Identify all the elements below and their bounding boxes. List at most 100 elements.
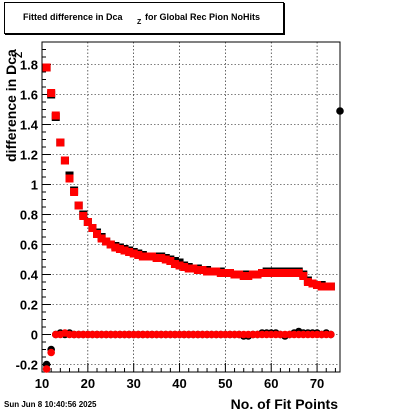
- square-marker: [143, 252, 152, 261]
- square-marker: [148, 252, 157, 261]
- square-marker: [216, 269, 225, 277]
- y-tick-label: 0.2: [20, 298, 38, 313]
- square-marker: [313, 281, 322, 289]
- square-marker: [326, 282, 335, 291]
- square-marker: [157, 254, 166, 262]
- y-tick-label: 1.2: [20, 148, 38, 163]
- square-marker: [230, 270, 239, 279]
- x-tick-label: 60: [264, 376, 278, 391]
- square-marker: [134, 251, 143, 259]
- square-marker: [203, 267, 212, 276]
- square-marker: [299, 272, 308, 280]
- square-marker: [93, 230, 102, 238]
- square-marker: [189, 264, 198, 273]
- square-marker: [184, 264, 193, 273]
- y-tick-label: 0.4: [20, 268, 39, 283]
- square-marker: [262, 269, 271, 277]
- square-marker: [280, 269, 289, 277]
- square-marker: [102, 237, 111, 246]
- x-axis-label: No. of Fit Points: [230, 396, 338, 412]
- square-marker: [161, 255, 170, 264]
- y-axis-title: difference in Dca Z: [3, 49, 25, 162]
- chart-title-box: Fitted difference in Dca Z for Global Re…: [4, 2, 284, 34]
- circle-marker: [327, 330, 335, 339]
- square-marker: [290, 269, 299, 277]
- square-marker: [74, 201, 83, 210]
- square-marker: [258, 269, 267, 277]
- square-marker: [180, 263, 189, 271]
- tick-labels: 10 20 30 40 50 60 70 -0.2 0 0.2 0.4 0.6 0.8 1 1.2 1.4 1.…: [16, 58, 325, 392]
- x-tick-label: 10: [35, 376, 49, 391]
- chart-title-rest: for Global Rec Pion NoHits: [145, 12, 261, 22]
- square-marker: [225, 269, 234, 277]
- x-tick-label: 20: [81, 376, 95, 391]
- square-marker: [88, 224, 97, 232]
- square-marker: [170, 260, 179, 268]
- circle-marker: [47, 348, 55, 357]
- y-tick-label: 1.6: [20, 88, 38, 103]
- y-axis-label-subscript: Z: [14, 52, 25, 58]
- circle-marker: [42, 365, 51, 373]
- x-tick-label: 30: [126, 376, 140, 391]
- square-marker: [253, 270, 262, 279]
- square-marker: [70, 188, 79, 196]
- square-marker: [106, 240, 115, 249]
- y-tick-label: 0.6: [20, 238, 38, 253]
- y-tick-label: 1.8: [20, 58, 38, 73]
- square-marker: [285, 269, 294, 277]
- square-marker: [239, 272, 248, 280]
- square-marker: [267, 269, 276, 277]
- square-marker: [47, 89, 56, 97]
- x-tick-label: 50: [218, 376, 232, 391]
- square-marker: [120, 246, 129, 255]
- square-marker: [248, 270, 257, 279]
- square-marker: [294, 269, 303, 277]
- square-marker: [83, 218, 92, 226]
- square-marker: [271, 269, 280, 277]
- y-tick-label: 1.4: [20, 118, 39, 133]
- grid-lines: [41, 42, 340, 372]
- plot-frame: [41, 41, 341, 373]
- square-marker: [97, 234, 106, 243]
- chart-title: Fitted difference in Dca: [23, 12, 123, 22]
- square-marker: [115, 245, 124, 253]
- x-tick-label: 40: [172, 376, 186, 391]
- square-marker: [56, 138, 65, 147]
- square-marker: [244, 272, 253, 280]
- chart-title-subscript: Z: [137, 19, 142, 26]
- axis-ticks: [41, 41, 336, 372]
- square-marker: [198, 266, 207, 274]
- square-marker: [207, 267, 216, 276]
- square-marker: [317, 282, 326, 291]
- y-tick-label: 0.8: [20, 208, 38, 223]
- square-marker: [111, 243, 120, 252]
- square-marker: [221, 269, 230, 277]
- y-axis-label: difference in Dca: [3, 49, 19, 162]
- square-marker: [303, 278, 312, 286]
- timestamp: Sun Jun 8 10:40:56 2025: [4, 400, 97, 409]
- y-tick-label: 0: [31, 328, 38, 343]
- square-marker: [152, 254, 161, 262]
- square-marker: [65, 174, 74, 183]
- x-tick-label: 70: [310, 376, 324, 391]
- square-marker: [129, 249, 138, 258]
- y-tick-label: -0.2: [16, 358, 38, 373]
- square-marker: [60, 156, 69, 165]
- square-marker: [193, 266, 202, 274]
- square-marker: [322, 282, 331, 291]
- square-marker: [51, 111, 60, 120]
- square-marker: [166, 257, 175, 265]
- y-tick-label: 1: [31, 178, 38, 193]
- square-marker: [235, 270, 244, 279]
- square-marker: [79, 212, 88, 220]
- data-markers: [42, 63, 344, 373]
- square-marker: [308, 279, 317, 288]
- square-marker: [212, 267, 221, 276]
- circle-marker: [336, 107, 344, 115]
- square-marker: [125, 248, 134, 256]
- square-marker: [138, 252, 147, 261]
- square-marker: [175, 261, 184, 270]
- square-marker: [276, 269, 285, 277]
- square-marker: [42, 63, 51, 72]
